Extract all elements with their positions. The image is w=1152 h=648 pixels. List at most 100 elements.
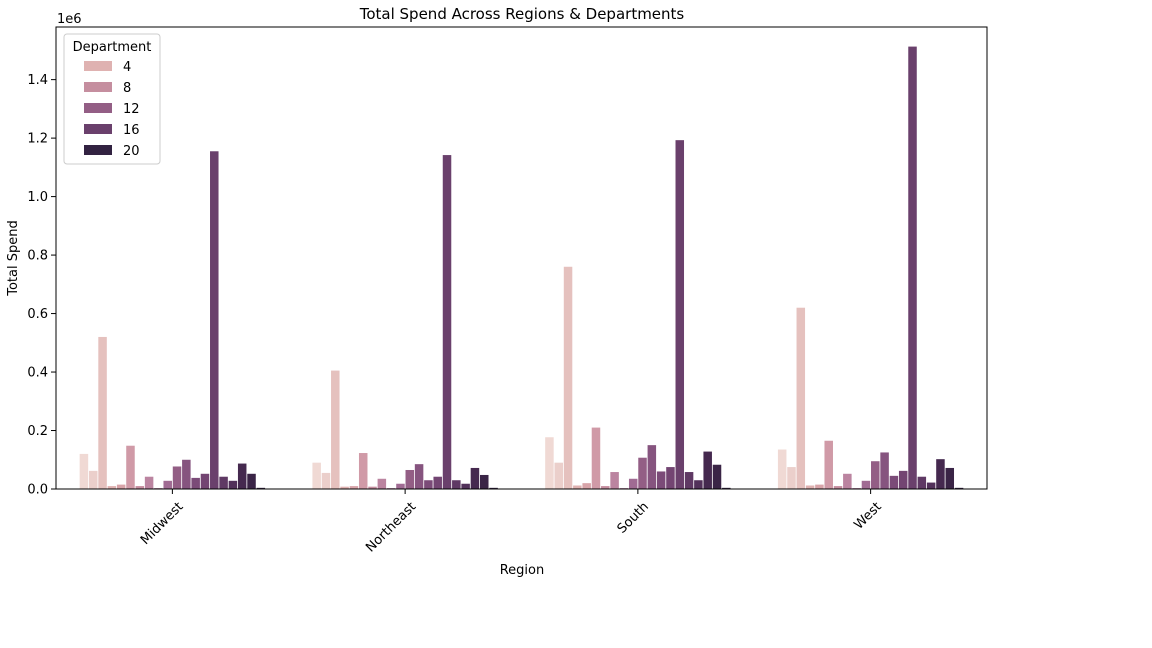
bar-south-dept-16 bbox=[684, 472, 694, 489]
bar-midwest-dept-12 bbox=[182, 459, 191, 489]
legend: Department 4 8 12 16 20 bbox=[63, 33, 161, 165]
bar-south-dept-1 bbox=[545, 437, 554, 489]
bar-west-dept-10 bbox=[861, 480, 871, 489]
bar-northeast-dept-2 bbox=[321, 472, 331, 489]
y-tick-label: 0.2 bbox=[27, 424, 48, 439]
bar-south-dept-10 bbox=[628, 478, 638, 489]
bar-south-dept-8 bbox=[610, 472, 619, 489]
bar-south-dept-12 bbox=[647, 445, 657, 489]
bar-northeast-dept-12 bbox=[414, 464, 424, 489]
bar-midwest-dept-17 bbox=[228, 480, 238, 489]
bar-west-dept-5 bbox=[815, 484, 824, 489]
y-tick-label: 0.8 bbox=[27, 249, 48, 264]
legend-label: 8 bbox=[123, 81, 131, 96]
bar-south-dept-19 bbox=[712, 464, 722, 489]
bar-northeast-dept-13 bbox=[424, 480, 433, 489]
x-axis-label: Region bbox=[500, 563, 545, 578]
bar-northeast-dept-16 bbox=[452, 480, 461, 489]
bar-west-dept-20 bbox=[954, 487, 964, 489]
legend-label: 12 bbox=[123, 102, 140, 117]
bar-northeast-dept-4 bbox=[340, 486, 349, 489]
bar-northeast-dept-7 bbox=[368, 486, 377, 489]
bar-west-dept-7 bbox=[833, 486, 843, 489]
bar-midwest-dept-3 bbox=[98, 336, 107, 489]
y-tick-label: 0.4 bbox=[27, 366, 48, 381]
bar-south-dept-2 bbox=[554, 462, 563, 489]
bar-northeast-dept-19 bbox=[480, 474, 489, 489]
bar-northeast-dept-15 bbox=[442, 155, 452, 489]
bar-west-dept-6 bbox=[824, 440, 833, 489]
bar-midwest-dept-20 bbox=[256, 487, 266, 489]
legend-label: 20 bbox=[123, 144, 140, 159]
bar-midwest-dept-4 bbox=[107, 486, 117, 489]
bar-west-dept-18 bbox=[936, 459, 945, 489]
bar-west-dept-1 bbox=[777, 449, 787, 489]
y-tick-label: 1.4 bbox=[27, 73, 48, 88]
y-tick-label: 1.0 bbox=[27, 190, 48, 205]
legend-swatch bbox=[84, 103, 112, 113]
legend-swatch bbox=[84, 145, 112, 155]
bar-south-dept-5 bbox=[582, 483, 591, 489]
bar-northeast-dept-17 bbox=[461, 483, 470, 489]
x-tick-label: West bbox=[851, 499, 884, 532]
legend-swatch bbox=[84, 124, 112, 134]
bar-west-dept-2 bbox=[787, 467, 796, 489]
bar-west-dept-11 bbox=[871, 461, 880, 489]
bar-west-dept-12 bbox=[880, 452, 889, 489]
bar-west-dept-17 bbox=[926, 482, 936, 489]
bar-northeast-dept-1 bbox=[312, 462, 321, 489]
bar-midwest-dept-1 bbox=[79, 453, 89, 489]
plot-frame bbox=[55, 26, 988, 490]
bar-south-dept-4 bbox=[573, 485, 582, 489]
bar-south-dept-6 bbox=[591, 427, 601, 489]
bar-northeast-dept-3 bbox=[331, 370, 340, 489]
x-axis: Midwest Northeast South West bbox=[138, 489, 885, 555]
y-offset-text: 1e6 bbox=[57, 12, 82, 27]
bar-midwest-dept-5 bbox=[116, 484, 126, 489]
bar-midwest-dept-13 bbox=[191, 477, 200, 489]
bar-south-dept-3 bbox=[563, 266, 573, 489]
bar-west-dept-13 bbox=[889, 475, 899, 489]
bar-northeast-dept-5 bbox=[349, 486, 359, 489]
y-tick-label: 0.6 bbox=[27, 307, 48, 322]
bar-midwest-dept-11 bbox=[172, 466, 182, 489]
legend-label: 4 bbox=[123, 60, 131, 75]
legend-title: Department bbox=[73, 40, 152, 55]
bar-west-dept-14 bbox=[898, 470, 908, 489]
bar-west-dept-19 bbox=[945, 467, 955, 489]
bar-midwest-dept-7 bbox=[135, 486, 145, 489]
bar-south-dept-7 bbox=[601, 486, 610, 489]
bar-midwest-dept-14 bbox=[200, 473, 210, 489]
bar-south-dept-20 bbox=[722, 487, 731, 489]
bar-midwest-dept-18 bbox=[237, 463, 247, 489]
bar-northeast-dept-8 bbox=[377, 478, 387, 489]
bar-midwest-dept-19 bbox=[247, 473, 256, 489]
bar-midwest-dept-6 bbox=[126, 445, 135, 489]
y-axis-label: Total Spend bbox=[6, 220, 21, 297]
bar-west-dept-16 bbox=[917, 476, 927, 489]
y-tick-label: 0.0 bbox=[27, 483, 48, 498]
bar-northeast-dept-10 bbox=[396, 483, 405, 489]
bar-south-dept-11 bbox=[638, 457, 647, 489]
bars-layer bbox=[79, 46, 964, 490]
bar-northeast-dept-6 bbox=[358, 453, 368, 489]
bar-midwest-dept-10 bbox=[163, 480, 172, 489]
bar-west-dept-15 bbox=[908, 46, 917, 490]
legend-label: 16 bbox=[123, 123, 140, 138]
bar-northeast-dept-14 bbox=[433, 476, 442, 489]
bar-west-dept-8 bbox=[843, 473, 852, 489]
bar-south-dept-14 bbox=[666, 467, 675, 489]
bar-midwest-dept-2 bbox=[88, 470, 98, 489]
bar-midwest-dept-8 bbox=[144, 476, 154, 489]
bar-northeast-dept-18 bbox=[470, 467, 480, 489]
bar-midwest-dept-16 bbox=[219, 476, 228, 489]
bar-south-dept-17 bbox=[694, 480, 703, 489]
bar-south-dept-18 bbox=[703, 451, 712, 489]
bar-south-dept-15 bbox=[675, 140, 685, 489]
bar-northeast-dept-20 bbox=[489, 487, 498, 489]
bar-west-dept-3 bbox=[796, 307, 806, 489]
x-tick-label: Midwest bbox=[138, 499, 187, 548]
legend-swatch bbox=[84, 61, 112, 71]
chart-title: Total Spend Across Regions & Departments bbox=[359, 5, 685, 23]
